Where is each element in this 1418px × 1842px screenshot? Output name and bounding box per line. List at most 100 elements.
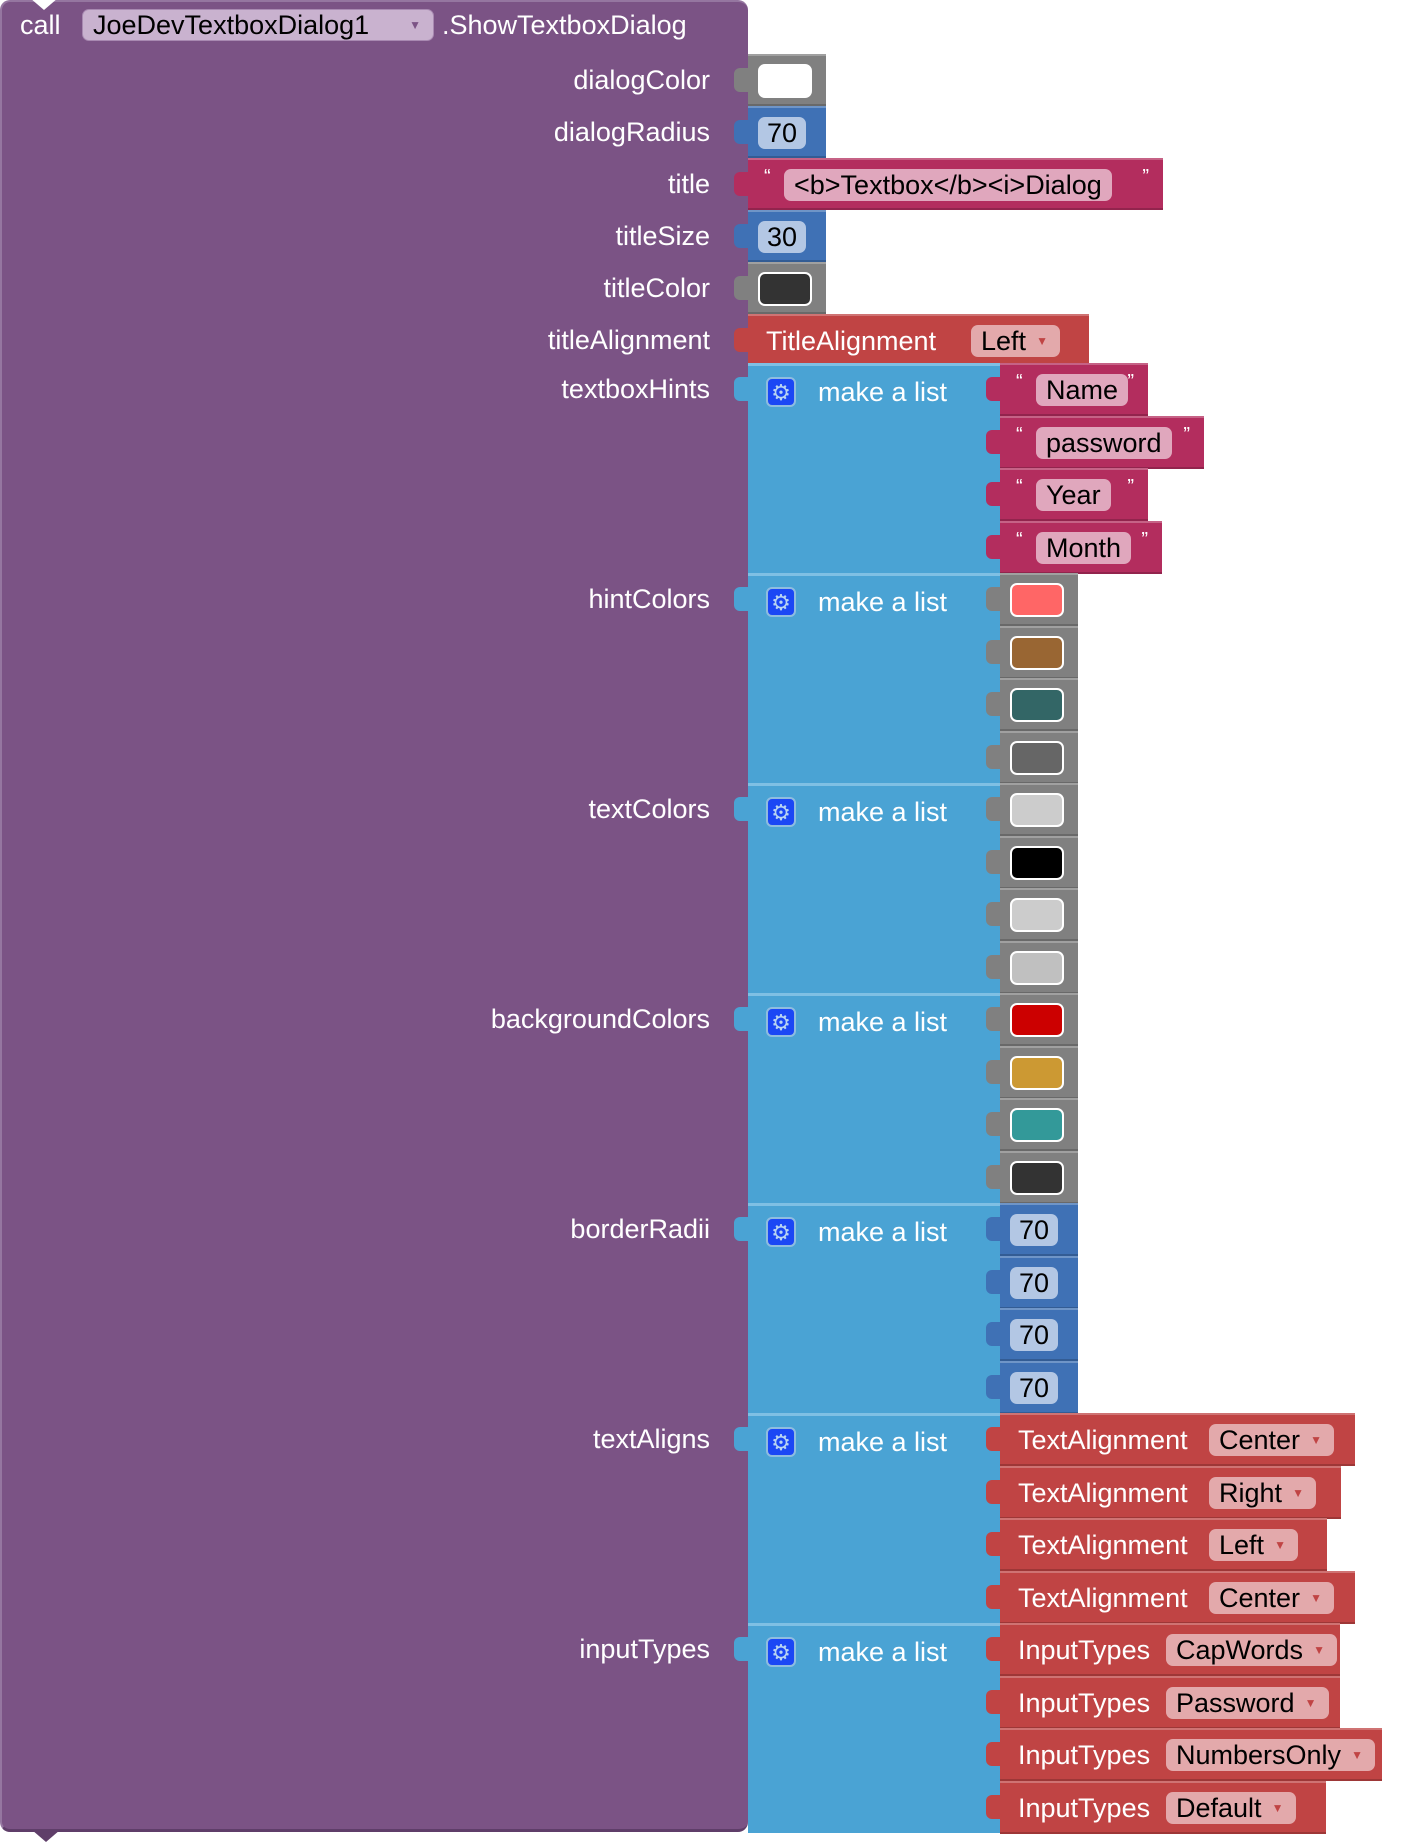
enum-value-dropdown[interactable]: Password ▼ <box>1166 1687 1329 1719</box>
borderRadii-item-3[interactable]: 70 <box>1000 1361 1078 1414</box>
gear-icon[interactable]: ⚙ <box>766 377 796 407</box>
enum-value-dropdown[interactable]: Right ▼ <box>1209 1477 1317 1509</box>
color-swatch[interactable] <box>1010 1161 1064 1195</box>
param-label-backgroundColors: backgroundColors <box>490 1004 710 1034</box>
socket-tab <box>734 1217 748 1241</box>
number-field[interactable]: 70 <box>1010 1267 1059 1299</box>
make-a-list-block-textColors[interactable]: ⚙ make a list <box>748 783 1000 993</box>
backgroundColors-item-2[interactable] <box>1000 1098 1078 1151</box>
color-swatch[interactable] <box>1010 898 1064 932</box>
gear-icon[interactable]: ⚙ <box>766 1007 796 1037</box>
backgroundColors-item-3[interactable] <box>1000 1151 1078 1204</box>
enum-value-dropdown[interactable]: Center ▼ <box>1209 1582 1335 1614</box>
enum-value: Left <box>1219 1530 1265 1560</box>
number-field[interactable]: 70 <box>758 117 807 149</box>
color-swatch[interactable] <box>758 64 812 98</box>
title-text-block[interactable]: “ <b>Textbox</b><i>Dialog ” <box>748 158 1163 210</box>
string-field[interactable]: Month <box>1036 532 1132 564</box>
color-swatch[interactable] <box>1010 1108 1064 1142</box>
number-field[interactable]: 30 <box>758 221 807 253</box>
socket-tab <box>734 1007 748 1031</box>
backgroundColors-item-0[interactable] <box>1000 993 1078 1046</box>
gear-icon[interactable]: ⚙ <box>766 1637 796 1667</box>
gear-icon[interactable]: ⚙ <box>766 1427 796 1457</box>
show-textbox-dialog-call-block[interactable] <box>0 0 748 1832</box>
enum-value-dropdown[interactable]: Left ▼ <box>1209 1529 1299 1561</box>
make-a-list-label: make a list <box>818 377 948 407</box>
dropdown-arrow-icon: ▼ <box>1274 1538 1287 1552</box>
borderRadii-item-2[interactable]: 70 <box>1000 1308 1078 1361</box>
gear-icon[interactable]: ⚙ <box>766 587 796 617</box>
string-field[interactable]: password <box>1036 427 1172 459</box>
enum-value: NumbersOnly <box>1176 1740 1342 1770</box>
make-a-list-block-textAligns[interactable]: ⚙ make a list <box>748 1413 1000 1623</box>
title-color-block[interactable] <box>748 262 826 314</box>
string-field[interactable]: Year <box>1036 479 1111 511</box>
dialog-color-block[interactable] <box>748 54 826 106</box>
borderRadii-item-0[interactable]: 70 <box>1000 1203 1078 1256</box>
enum-value-dropdown[interactable]: Default ▼ <box>1166 1792 1296 1824</box>
make-a-list-block-backgroundColors[interactable]: ⚙ make a list <box>748 993 1000 1203</box>
color-swatch[interactable] <box>1010 951 1064 985</box>
textboxHints-item-0[interactable]: “ Name” <box>1000 363 1148 416</box>
backgroundColors-item-1[interactable] <box>1000 1046 1078 1099</box>
textColors-item-0[interactable] <box>1000 783 1078 836</box>
textAligns-item-3[interactable]: TextAlignment Center ▼ <box>1000 1571 1355 1624</box>
number-field[interactable]: 70 <box>1010 1214 1059 1246</box>
textAligns-item-2[interactable]: TextAlignment Left ▼ <box>1000 1518 1327 1571</box>
color-swatch[interactable] <box>758 272 812 306</box>
textboxHints-item-3[interactable]: “ Month ” <box>1000 521 1162 574</box>
gear-icon[interactable]: ⚙ <box>766 797 796 827</box>
string-field[interactable]: Name <box>1036 374 1129 406</box>
inputTypes-item-0[interactable]: InputTypes CapWords ▼ <box>1000 1623 1340 1676</box>
close-quote-icon: ” <box>1127 476 1134 498</box>
color-swatch[interactable] <box>1010 583 1064 617</box>
dialog-radius-block[interactable]: 70 <box>748 106 826 158</box>
number-field[interactable]: 70 <box>1010 1319 1059 1351</box>
textboxHints-item-2[interactable]: “ Year ” <box>1000 468 1148 521</box>
gear-icon[interactable]: ⚙ <box>766 1217 796 1247</box>
make-a-list-block-inputTypes[interactable]: ⚙ make a list <box>748 1623 1000 1833</box>
textColors-item-2[interactable] <box>1000 888 1078 941</box>
borderRadii-item-1[interactable]: 70 <box>1000 1256 1078 1309</box>
socket-tab <box>986 850 1000 874</box>
textColors-item-3[interactable] <box>1000 941 1078 994</box>
inputTypes-item-3[interactable]: InputTypes Default ▼ <box>1000 1781 1326 1834</box>
color-swatch[interactable] <box>1010 1003 1064 1037</box>
number-field[interactable]: 70 <box>1010 1372 1059 1404</box>
textboxHints-item-1[interactable]: “ password ” <box>1000 416 1204 469</box>
hintColors-item-1[interactable] <box>1000 626 1078 679</box>
enum-value-dropdown[interactable]: CapWords ▼ <box>1166 1634 1338 1666</box>
color-swatch[interactable] <box>1010 741 1064 775</box>
title-size-block[interactable]: 30 <box>748 210 826 262</box>
textAligns-item-1[interactable]: TextAlignment Right ▼ <box>1000 1466 1341 1519</box>
inputTypes-item-1[interactable]: InputTypes Password ▼ <box>1000 1676 1340 1729</box>
textColors-item-1[interactable] <box>1000 836 1078 889</box>
color-swatch[interactable] <box>1010 846 1064 880</box>
enum-value-dropdown[interactable]: Left ▼ <box>971 325 1061 357</box>
make-a-list-block-borderRadii[interactable]: ⚙ make a list <box>748 1203 1000 1413</box>
hintColors-item-0[interactable] <box>1000 573 1078 626</box>
enum-value-dropdown[interactable]: Center ▼ <box>1209 1424 1335 1456</box>
previous-connector-notch <box>30 0 58 10</box>
make-a-list-block-textboxHints[interactable]: ⚙ make a list <box>748 363 1000 573</box>
component-dropdown[interactable]: JoeDevTextboxDialog1 ▼ <box>82 9 434 41</box>
enum-type-label: TitleAlignment <box>766 326 937 356</box>
color-swatch[interactable] <box>1010 793 1064 827</box>
socket-tab <box>986 1532 1000 1556</box>
string-field[interactable]: <b>Textbox</b><i>Dialog <box>784 169 1112 201</box>
make-a-list-block-hintColors[interactable]: ⚙ make a list <box>748 573 1000 783</box>
title-alignment-block[interactable]: TitleAlignment Left ▼ <box>748 314 1089 366</box>
hintColors-item-2[interactable] <box>1000 678 1078 731</box>
color-swatch[interactable] <box>1010 1056 1064 1090</box>
close-quote-icon: ” <box>1142 166 1149 188</box>
hintColors-item-3[interactable] <box>1000 731 1078 784</box>
textAligns-item-0[interactable]: TextAlignment Center ▼ <box>1000 1413 1355 1466</box>
color-swatch[interactable] <box>1010 688 1064 722</box>
color-swatch[interactable] <box>1010 636 1064 670</box>
dropdown-arrow-icon: ▼ <box>1304 1696 1317 1710</box>
socket-tab <box>734 1637 748 1661</box>
enum-value-dropdown[interactable]: NumbersOnly ▼ <box>1166 1739 1376 1771</box>
inputTypes-item-2[interactable]: InputTypes NumbersOnly ▼ <box>1000 1728 1382 1781</box>
socket-tab <box>986 535 1000 559</box>
